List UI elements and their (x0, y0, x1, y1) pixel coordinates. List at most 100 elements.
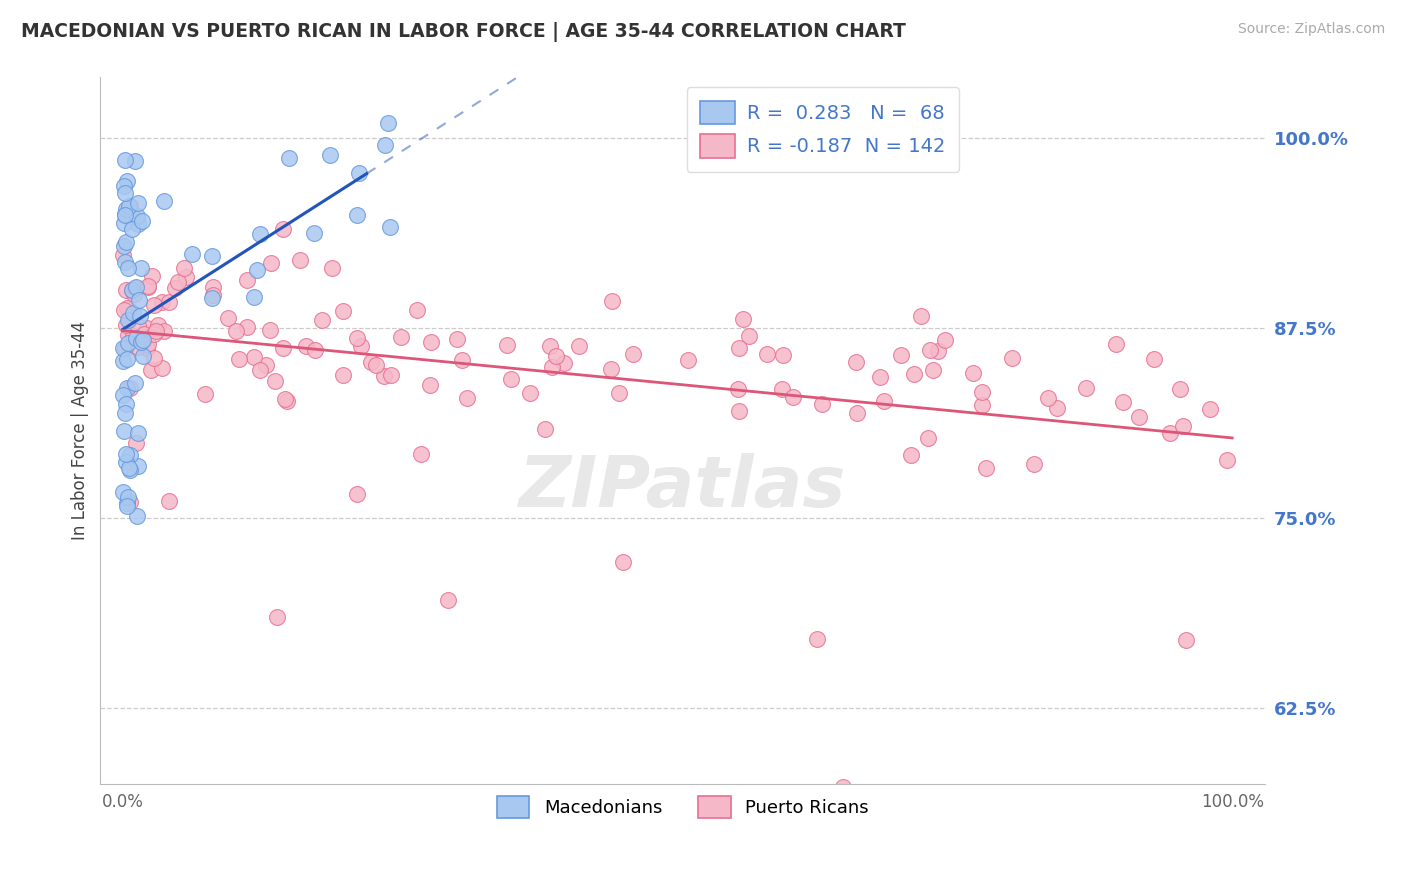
Point (114, 153, 136, 168)
Point (544, 349, 567, 363)
Point (127, 209, 149, 223)
Point (135, 341, 157, 355)
Point (167, 276, 190, 290)
Point (846, 406, 869, 420)
Point (266, 610, 288, 624)
Point (128, 309, 150, 323)
Point (728, 404, 751, 418)
Point (519, 386, 541, 401)
Point (127, 508, 149, 523)
Point (202, 280, 225, 294)
Text: MACEDONIAN VS PUERTO RICAN IN LABOR FORCE | AGE 35-44 CORRELATION CHART: MACEDONIAN VS PUERTO RICAN IN LABOR FORC… (21, 22, 905, 42)
Point (869, 370, 891, 384)
Point (910, 310, 932, 324)
Point (114, 406, 136, 420)
Point (115, 283, 138, 297)
Point (346, 486, 368, 500)
Point (134, 327, 156, 342)
Point (446, 332, 468, 346)
Point (350, 339, 373, 353)
Point (117, 260, 139, 275)
Point (174, 270, 197, 285)
Point (249, 362, 271, 376)
Point (112, 424, 135, 438)
Point (276, 393, 298, 408)
Point (972, 384, 994, 399)
Point (124, 376, 146, 390)
Point (1046, 401, 1069, 415)
Point (245, 263, 267, 277)
Point (288, 252, 311, 267)
Point (1175, 632, 1198, 647)
Point (124, 281, 146, 295)
Point (304, 343, 326, 358)
Point (129, 335, 152, 350)
Point (495, 338, 517, 352)
Point (456, 391, 478, 405)
Point (806, 632, 828, 646)
Point (127, 319, 149, 334)
Point (1105, 337, 1128, 351)
Point (121, 284, 143, 298)
Point (181, 247, 204, 261)
Point (1216, 453, 1239, 467)
Point (377, 116, 399, 130)
Point (117, 328, 139, 343)
Point (419, 335, 441, 350)
Point (1001, 351, 1024, 365)
Point (127, 340, 149, 354)
Point (202, 288, 225, 302)
Point (1076, 381, 1098, 395)
Point (115, 202, 138, 217)
Point (127, 217, 149, 231)
Point (236, 273, 259, 287)
Point (136, 279, 159, 293)
Point (127, 426, 149, 441)
Point (114, 342, 136, 356)
Point (152, 360, 174, 375)
Point (538, 339, 561, 353)
Point (150, 294, 173, 309)
Point (118, 463, 141, 477)
Point (922, 363, 945, 377)
Text: ZIPatlas: ZIPatlas (519, 453, 846, 522)
Point (374, 138, 396, 153)
Point (159, 295, 181, 310)
Point (832, 780, 855, 794)
Point (347, 166, 370, 180)
Point (346, 208, 368, 222)
Point (389, 330, 412, 344)
Point (332, 304, 354, 318)
Point (157, 493, 180, 508)
Point (302, 226, 325, 240)
Point (346, 331, 368, 345)
Point (121, 284, 143, 298)
Point (115, 447, 138, 461)
Point (678, 353, 700, 368)
Point (141, 362, 163, 376)
Point (278, 151, 301, 165)
Point (141, 269, 163, 284)
Point (122, 305, 145, 319)
Text: Source: ZipAtlas.com: Source: ZipAtlas.com (1237, 22, 1385, 37)
Point (405, 303, 427, 318)
Point (1036, 391, 1059, 405)
Point (143, 327, 166, 342)
Point (845, 355, 868, 369)
Point (114, 186, 136, 200)
Point (1024, 457, 1046, 471)
Point (920, 343, 942, 358)
Point (373, 369, 395, 384)
Point (118, 199, 141, 213)
Point (152, 194, 174, 209)
Point (295, 338, 318, 352)
Point (1143, 351, 1166, 366)
Point (972, 398, 994, 412)
Point (360, 355, 382, 369)
Point (728, 342, 751, 356)
Point (114, 302, 136, 317)
Point (118, 302, 141, 317)
Point (131, 333, 153, 347)
Point (115, 499, 138, 513)
Point (738, 329, 761, 343)
